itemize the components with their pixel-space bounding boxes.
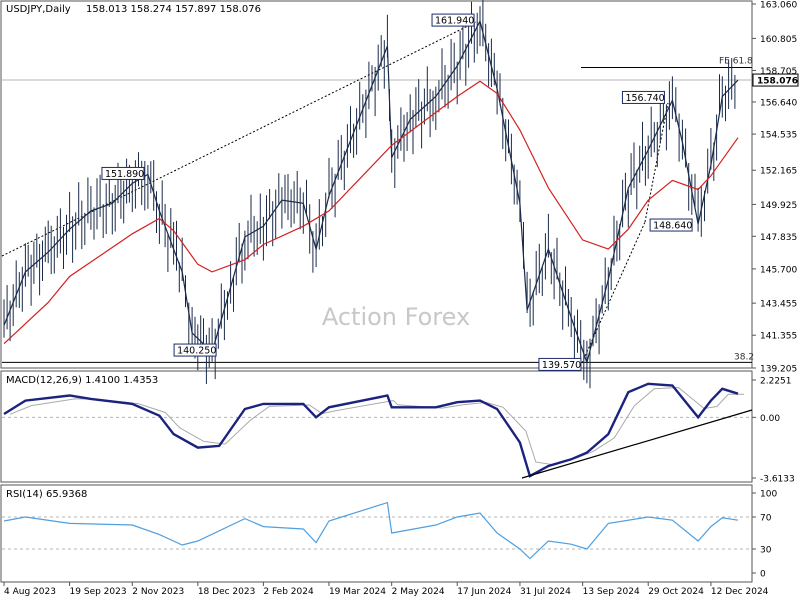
upper-dashed-trendline	[1, 21, 477, 257]
price-tick-label: 139.205	[760, 365, 797, 375]
price-tick-label: 160.805	[760, 35, 797, 45]
price-callout-label: 151.890	[105, 169, 144, 180]
moving-average-line	[3, 80, 739, 345]
price-panel: FE 61.8 38.2 161.940 151.890 140.250 139.570 1…	[1, 0, 754, 389]
price-callout-box	[538, 357, 582, 371]
price-tick-label: 163.060	[760, 1, 797, 11]
price-callout-box	[431, 13, 475, 27]
macd-tick-label: 2.2251	[760, 377, 792, 387]
date-tick-label: 29 Oct 2024	[648, 587, 704, 597]
rsi-panel-frame	[0, 484, 753, 583]
price-tick-label: 141.355	[760, 332, 797, 342]
macd-support-trendline	[521, 409, 753, 479]
date-tick-label: 12 Dec 2024	[711, 587, 769, 597]
fe-level-label: FE 61.8	[719, 56, 753, 66]
macd-panel-frame	[0, 370, 753, 483]
date-tick-label: 17 Jun 2024	[457, 587, 511, 597]
price-tick-label: 145.700	[760, 265, 797, 275]
date-tick-label: 4 Aug 2023	[4, 587, 56, 597]
price-callout-box	[649, 218, 693, 232]
rsi-panel	[3, 501, 739, 560]
date-tick-label: 13 Sep 2024	[583, 587, 640, 597]
price-callout-box	[621, 90, 665, 104]
macd-signal-line	[9, 386, 745, 466]
watermark: Action Forex	[322, 303, 470, 331]
rsi-tick-label: 70	[760, 514, 772, 524]
price-tick-label: 147.835	[760, 233, 797, 243]
price-tick-label: 149.925	[760, 201, 797, 211]
rsi-tick-label: 0	[760, 570, 766, 580]
macd-panel	[3, 382, 753, 479]
rsi-tick-label: 30	[760, 546, 772, 556]
date-tick-label: 19 Sep 2023	[70, 587, 127, 597]
current-price-label: 158.076	[757, 77, 798, 87]
date-tick-label: 2 Nov 2023	[132, 587, 184, 597]
macd-label: MACD(12,26,9) 1.4100 1.4353	[6, 375, 158, 386]
macd-tick-label: -3.6133	[760, 475, 795, 485]
macd-line	[3, 382, 739, 478]
price-callout-box	[101, 166, 145, 180]
price-callout-label: 139.570	[542, 360, 581, 371]
rsi-line	[3, 501, 739, 560]
price-callout-label: 161.940	[435, 16, 474, 27]
fib-38-label: 38.2	[734, 352, 754, 362]
rebound-dashed-trendline	[644, 102, 669, 223]
current-price-badge	[752, 73, 799, 87]
rsi-tick-label: 100	[760, 490, 777, 500]
rsi-label: RSI(14) 65.9368	[6, 489, 87, 500]
price-callout-label: 140.250	[177, 346, 216, 357]
chart-title: USDJPY,Daily	[6, 4, 71, 15]
date-tick-label: 2 May 2024	[392, 587, 445, 597]
price-tick-label: 154.535	[760, 131, 797, 141]
price-callout-label: 148.640	[653, 221, 692, 232]
price-tick-label: 156.640	[760, 98, 797, 108]
price-tick-label: 158.705	[760, 67, 797, 77]
date-tick-label: 19 Mar 2024	[329, 587, 386, 597]
axis-labels: 163.060 160.805 158.705 156.640 154.535 152.1…	[3, 1, 799, 597]
price-callout-box	[173, 343, 217, 357]
ohlc-readout: 158.013 158.274 157.897 158.076	[86, 4, 261, 15]
price-callout-label: 156.740	[625, 93, 664, 104]
price-tick-label: 143.455	[760, 300, 797, 310]
macd-tick-label: 0.00	[760, 414, 780, 424]
date-tick-label: 18 Dec 2023	[198, 587, 256, 597]
price-tick-label: 152.165	[760, 167, 797, 177]
date-tick-label: 2 Feb 2024	[263, 587, 314, 597]
date-tick-label: 31 Jul 2024	[520, 587, 571, 597]
